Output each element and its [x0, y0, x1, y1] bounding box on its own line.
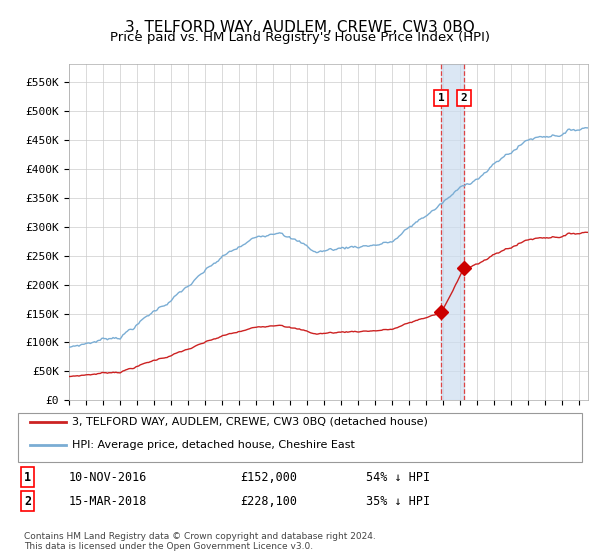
Text: 2: 2 [24, 494, 31, 508]
Text: 2: 2 [461, 93, 467, 103]
Text: 15-MAR-2018: 15-MAR-2018 [69, 494, 148, 508]
Bar [441, 64, 464, 400]
Text: £152,000: £152,000 [240, 470, 297, 484]
Text: 54% ↓ HPI: 54% ↓ HPI [366, 470, 430, 484]
Text: Contains HM Land Registry data © Crown copyright and database right 2024.
This d: Contains HM Land Registry data © Crown c… [24, 532, 376, 552]
Text: 1: 1 [438, 93, 445, 103]
Text: Price paid vs. HM Land Registry's House Price Index (HPI): Price paid vs. HM Land Registry's House … [110, 31, 490, 44]
Text: HPI: Average price, detached house, Cheshire East: HPI: Average price, detached house, Ches… [72, 440, 355, 450]
Text: 1: 1 [24, 470, 31, 484]
Text: 3, TELFORD WAY, AUDLEM, CREWE, CW3 0BQ (detached house): 3, TELFORD WAY, AUDLEM, CREWE, CW3 0BQ (… [72, 417, 428, 427]
Text: 35% ↓ HPI: 35% ↓ HPI [366, 494, 430, 508]
Text: 10-NOV-2016: 10-NOV-2016 [69, 470, 148, 484]
Text: £228,100: £228,100 [240, 494, 297, 508]
Text: 3, TELFORD WAY, AUDLEM, CREWE, CW3 0BQ: 3, TELFORD WAY, AUDLEM, CREWE, CW3 0BQ [125, 20, 475, 35]
